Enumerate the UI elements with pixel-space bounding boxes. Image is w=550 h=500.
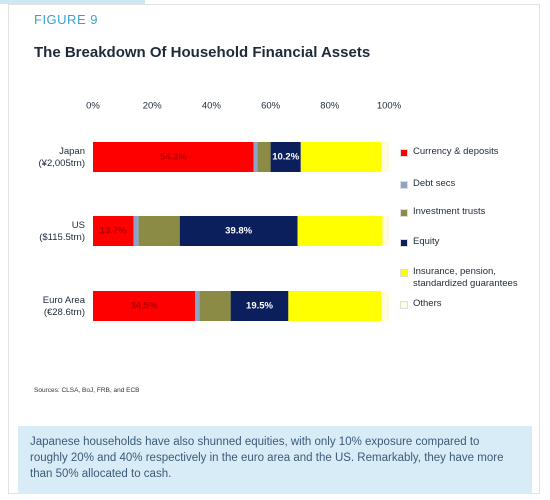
data-label: 19.5%	[246, 301, 273, 312]
y-tick-label: Euro Area (€28.6trn)	[43, 295, 86, 318]
bar-segment	[270, 142, 301, 172]
bar-segment	[138, 216, 180, 246]
legend-item: Equity	[400, 236, 530, 248]
legend-swatch	[400, 301, 408, 309]
bar-segment	[133, 216, 139, 246]
caption: Japanese households have also shunned eq…	[18, 426, 532, 494]
x-tick-label: 80%	[320, 101, 340, 112]
legend-item: Currency & deposits	[400, 146, 530, 158]
legend-swatch	[400, 209, 408, 217]
bar-segment	[199, 291, 231, 321]
bar-segment	[195, 291, 200, 321]
accent-strip	[0, 0, 145, 4]
bar-segment	[93, 142, 254, 172]
data-label: 13.7%	[100, 226, 127, 237]
legend-label: Equity	[413, 236, 440, 247]
bar-segment	[179, 216, 298, 246]
bar-segment	[297, 216, 383, 246]
data-label: 54.3%	[160, 152, 187, 163]
x-tick-label: 0%	[86, 101, 100, 112]
chart-title: The Breakdown Of Household Financial Ass…	[34, 44, 371, 61]
data-label: 34.5%	[131, 301, 158, 312]
y-tick-label: US ($115.5trn)	[39, 220, 85, 243]
legend-label: Currency & deposits	[413, 146, 499, 157]
legend-item: Others	[400, 298, 530, 310]
data-label: 10.2%	[272, 152, 299, 163]
data-label: 39.8%	[225, 226, 252, 237]
bar-segment	[253, 142, 258, 172]
bar-segment	[382, 216, 389, 246]
legend-swatch	[400, 181, 408, 189]
bar-segment	[93, 216, 134, 246]
y-tick-label: Japan (¥2,005trn)	[39, 146, 85, 169]
legend-label: Investment trusts	[413, 206, 486, 217]
bar-segment	[93, 291, 196, 321]
legend-item: Investment trusts	[400, 206, 530, 218]
bar-segment	[257, 142, 271, 172]
bar-segment	[381, 291, 389, 321]
legend-label: Debt secs	[413, 178, 456, 189]
bar-segment	[288, 291, 382, 321]
bar-segment	[300, 142, 382, 172]
x-tick-label: 20%	[143, 101, 163, 112]
x-tick-label: 100%	[377, 101, 402, 112]
x-tick-label: 40%	[202, 101, 222, 112]
figure-label: FIGURE 9	[34, 12, 98, 27]
bar-segment	[230, 291, 289, 321]
legend-swatch	[400, 269, 408, 277]
legend-label: Insurance, pension, standardized guarant…	[413, 266, 518, 289]
bar-segment	[381, 142, 389, 172]
legend-item: Insurance, pension, standardized guarant…	[400, 266, 530, 290]
legend-label: Others	[413, 298, 442, 309]
x-tick-label: 60%	[261, 101, 281, 112]
legend-swatch	[400, 239, 408, 247]
legend-item: Debt secs	[400, 178, 530, 190]
source: Sources: CLSA, BoJ, FRB, and ECB	[34, 387, 140, 394]
legend-swatch	[400, 149, 408, 157]
